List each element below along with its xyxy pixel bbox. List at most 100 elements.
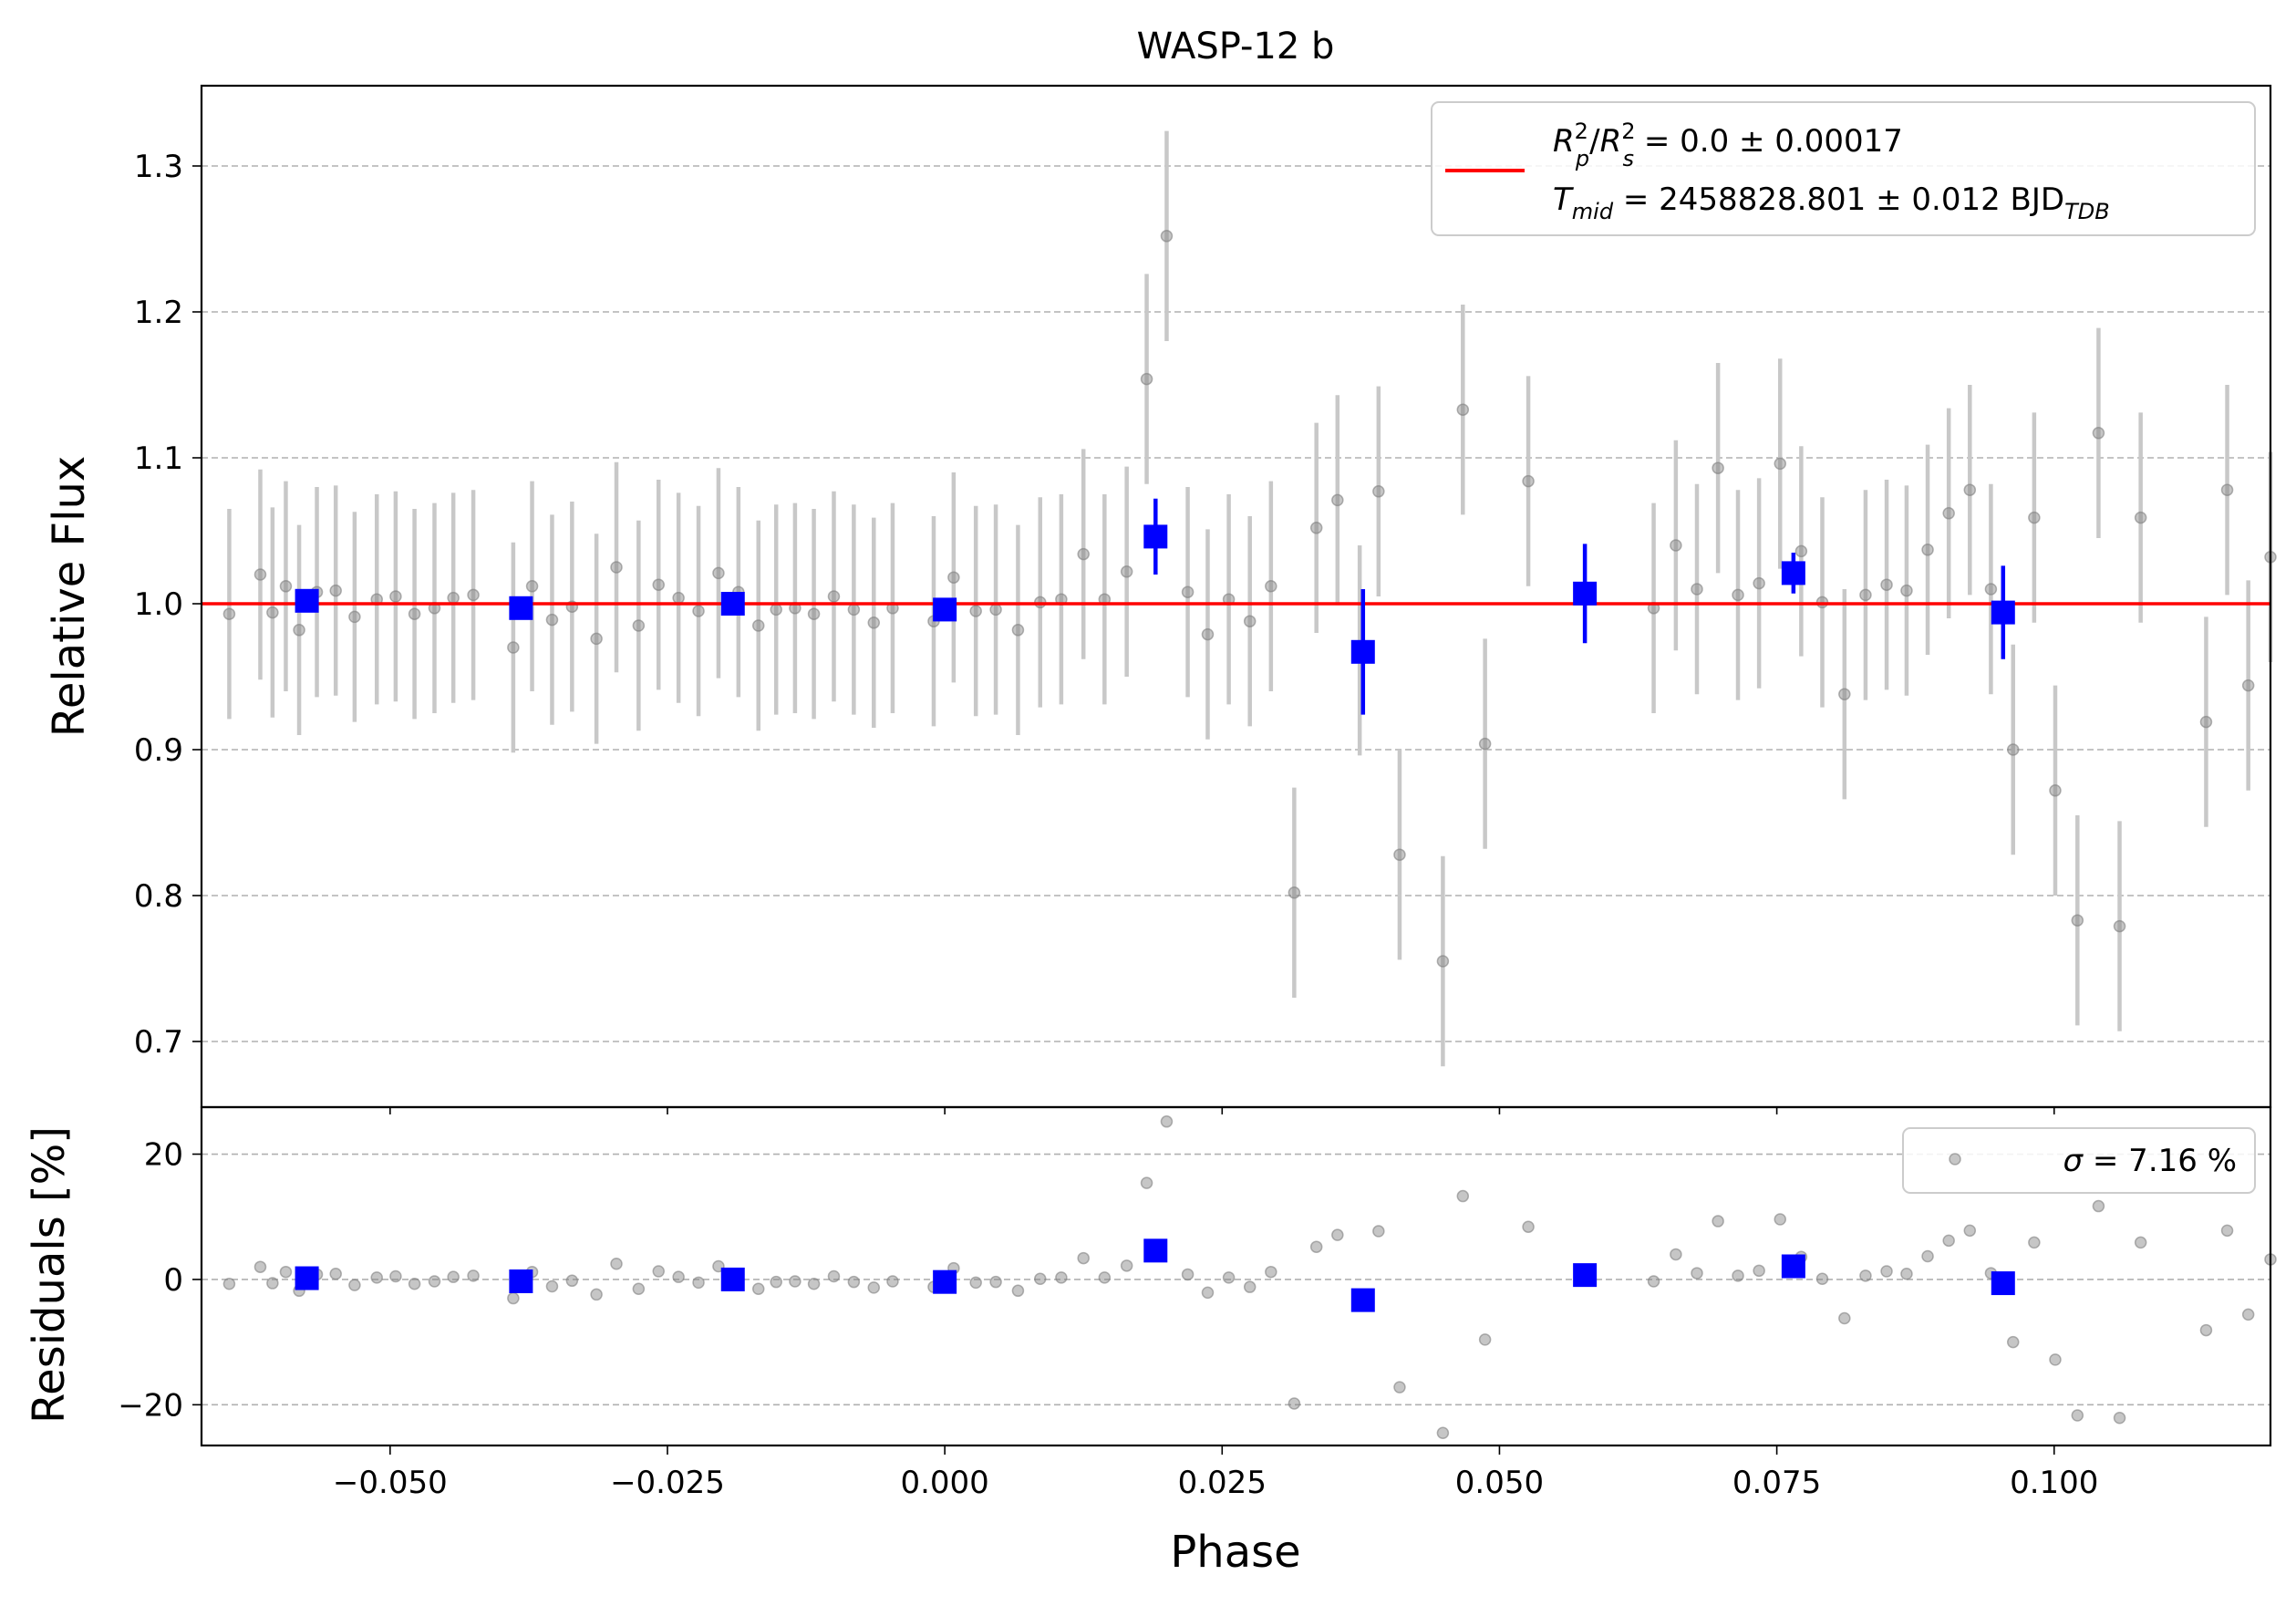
flux-data-point [1984,583,1998,596]
flux-data-point [266,606,279,619]
residual-data-point [545,1280,559,1293]
flux-data-point [947,571,960,584]
legend-mid-transit-label: Tmid = 2458828.801 ± 0.012 BJDTDB [1553,181,2110,224]
flux-data-point [2006,743,2020,756]
flux-data-point [1880,578,1893,591]
flux-data-point [293,624,305,637]
flux-data-point [827,590,841,603]
flux-data-point [1181,585,1195,598]
flux-data-point [1774,457,1787,471]
x-tick-label: 0.050 [1455,1465,1544,1501]
residual-data-point [1120,1259,1133,1272]
residual-data-point [1265,1265,1277,1279]
residual-data-point [408,1277,421,1290]
residual-data-point [969,1276,982,1290]
flux-data-point [1691,583,1703,596]
residual-data-point [2220,1224,2234,1238]
residual-data-point [1201,1286,1215,1300]
flux-data-point [467,588,480,602]
x-tick-label: 0.100 [2010,1465,2098,1501]
flux-binned-point [1991,600,2015,625]
flux-data-point [1732,588,1744,602]
residual-data-point [692,1276,705,1290]
flux-data-point [348,610,361,624]
residual-data-point [1838,1311,1851,1325]
x-tick-label: −0.050 [333,1465,448,1501]
residual-data-point [1098,1271,1112,1284]
x-tick-label: 0.075 [1732,1465,1821,1501]
residual-data-point [807,1277,821,1290]
flux-y-tick-label: 1.0 [134,586,183,623]
residual-data-point [447,1270,460,1283]
residual-data-point [672,1270,685,1283]
flux-data-point [329,584,342,597]
flux-data-point [1794,544,1808,558]
residual-data-point [632,1282,646,1295]
residual-data-point [867,1281,881,1294]
residual-binned-point [1350,1288,1375,1312]
residual-binned-point [509,1269,533,1293]
residual-y-tick-label: −20 [118,1387,183,1424]
flux-data-point [2028,511,2041,524]
flux-data-point [867,616,881,629]
residual-data-point [1774,1213,1787,1226]
flux-y-tick-label: 0.9 [134,732,183,769]
residual-data-point [253,1260,267,1273]
flux-legend-box [1431,101,2256,236]
flux-data-point [1393,848,1406,861]
flux-y-tick-label: 1.2 [134,295,183,331]
residual-data-point [1243,1280,1257,1293]
residual-data-point [1160,1115,1174,1128]
x-tick-label: 0.025 [1178,1465,1267,1501]
flux-data-point [751,619,765,632]
residual-data-point [1712,1215,1724,1228]
flux-data-point [610,561,623,574]
residual-data-point [1034,1272,1047,1285]
residual-data-point [789,1275,802,1288]
residual-y-axis-label: Residuals [%] [24,1126,75,1424]
flux-data-point [2199,715,2213,729]
flux-data-point [253,568,267,581]
flux-binned-point [1143,524,1168,549]
flux-data-point [222,607,236,620]
residual-data-point [590,1288,603,1301]
x-axis-ticks: −0.050 −0.025 0.000 0.025 0.050 0.075 0.100 [333,1107,2098,1501]
flux-y-axis-label: Relative Flux [44,456,95,738]
residual-data-point [1647,1275,1660,1288]
flux-data-point [2220,483,2234,496]
residual-data-point [1859,1269,1872,1282]
flux-data-point [969,605,982,617]
flux-data-point [1372,485,1385,498]
residual-data-point [1900,1268,1913,1280]
flux-legend: R2 p/R2 s = 0.0 ± 0.00017 Tmid = 2458828.8… [1431,101,2256,236]
residual-data-point [329,1268,342,1280]
residual-data-point [1181,1268,1195,1281]
flux-panel: 0.7 0.8 0.9 1.0 1.1 1.2 1.3 Relative Flux R2 p/… [44,84,2277,1109]
residual-y-tick-label: 20 [144,1137,183,1174]
residual-y-ticks: −20 0 20 [118,1137,202,1424]
residual-data-point [770,1275,782,1289]
flux-data-point [590,632,603,646]
residual-data-point [1670,1248,1682,1261]
flux-binned-point [933,597,957,622]
residual-data-point [886,1275,899,1288]
legend-sigma-label: σ = 7.16 % [2063,1143,2237,1179]
flux-data-point [1140,372,1153,386]
flux-data-point [1712,461,1724,474]
flux-data-point [1900,584,1913,597]
residual-data-point [1456,1189,1470,1203]
residual-data-point [989,1275,1002,1289]
residual-data-point [370,1271,383,1284]
flux-binned-point [509,596,533,620]
flux-data-point [507,641,520,654]
residual-data-point [279,1265,293,1279]
flux-data-point [447,591,460,605]
flux-data-point [2113,919,2126,933]
flux-data-point [1309,522,1323,534]
flux-data-point [2134,511,2147,524]
flux-binned-point [1781,561,1805,585]
residual-panel-frame [200,1105,2272,1447]
flux-data-point [1243,615,1257,627]
flux-binned-points [295,498,2015,715]
